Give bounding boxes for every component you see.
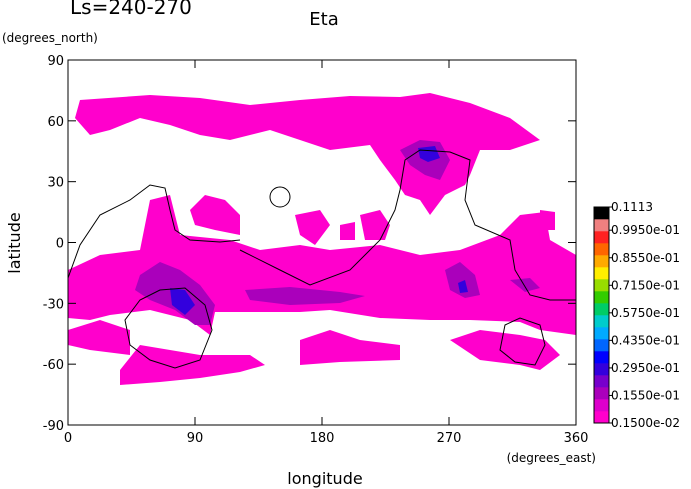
colorbar-label: 0.2950e-01 xyxy=(611,361,680,375)
x-tick-label: 360 xyxy=(564,431,589,446)
y-tick-label: 90 xyxy=(47,54,64,69)
colorbar-label: 0.1500e-02 xyxy=(611,416,680,430)
y-tick-label: 0 xyxy=(56,237,64,252)
colorbar-band xyxy=(594,399,609,412)
coastlines xyxy=(67,149,576,369)
colorbar-label: 0.1550e-01 xyxy=(611,388,680,402)
chart-title: Eta xyxy=(309,9,338,30)
x-tick-label: 0 xyxy=(64,431,72,446)
y-tick-label: -60 xyxy=(43,358,64,373)
y-tick-label: -30 xyxy=(43,297,64,312)
colorbar-band xyxy=(594,279,609,292)
colorbar-band xyxy=(594,363,609,376)
colorbar-band xyxy=(594,387,609,400)
x-axis-label: longitude xyxy=(287,469,362,488)
y-tick-label: 60 xyxy=(47,115,64,130)
colorbar-frame xyxy=(593,206,610,424)
colorbar-band xyxy=(594,327,609,340)
colorbar-band xyxy=(594,411,609,424)
colorbar-band xyxy=(594,315,609,328)
subtitle: Ls=240-270 xyxy=(70,0,192,19)
colorbar-band xyxy=(594,303,609,316)
y-units: (degrees_north) xyxy=(2,31,98,45)
colorbar-band xyxy=(594,255,609,268)
colorbar-label: 0.1113 xyxy=(611,200,653,214)
colorbar-band xyxy=(594,375,609,388)
colorbar-label: 0.5750e-01 xyxy=(611,306,680,320)
x-tick-label: 90 xyxy=(187,431,204,446)
contour-field xyxy=(68,93,576,385)
y-axis-label: latitude xyxy=(5,212,24,273)
x-tick-label: 180 xyxy=(310,431,335,446)
colorbar-label: 0.4350e-01 xyxy=(611,333,680,347)
colorbar-label: 0.9950e-01 xyxy=(611,223,680,237)
colorbar-band xyxy=(594,231,609,244)
colorbar-band xyxy=(594,207,609,220)
colorbar-band xyxy=(594,243,609,256)
x-units: (degrees_east) xyxy=(507,451,596,465)
y-tick-label: 30 xyxy=(47,176,64,191)
colorbar-band xyxy=(594,267,609,280)
colorbar-label: 0.8550e-01 xyxy=(611,251,680,265)
y-tick-label: -90 xyxy=(43,419,64,434)
colorbar-band xyxy=(594,351,609,364)
colorbar-label: 0.7150e-01 xyxy=(611,278,680,292)
colorbar-band xyxy=(594,339,609,352)
colorbar-band xyxy=(594,291,609,304)
colorbar-band xyxy=(594,219,609,232)
x-tick-label: 270 xyxy=(437,431,462,446)
